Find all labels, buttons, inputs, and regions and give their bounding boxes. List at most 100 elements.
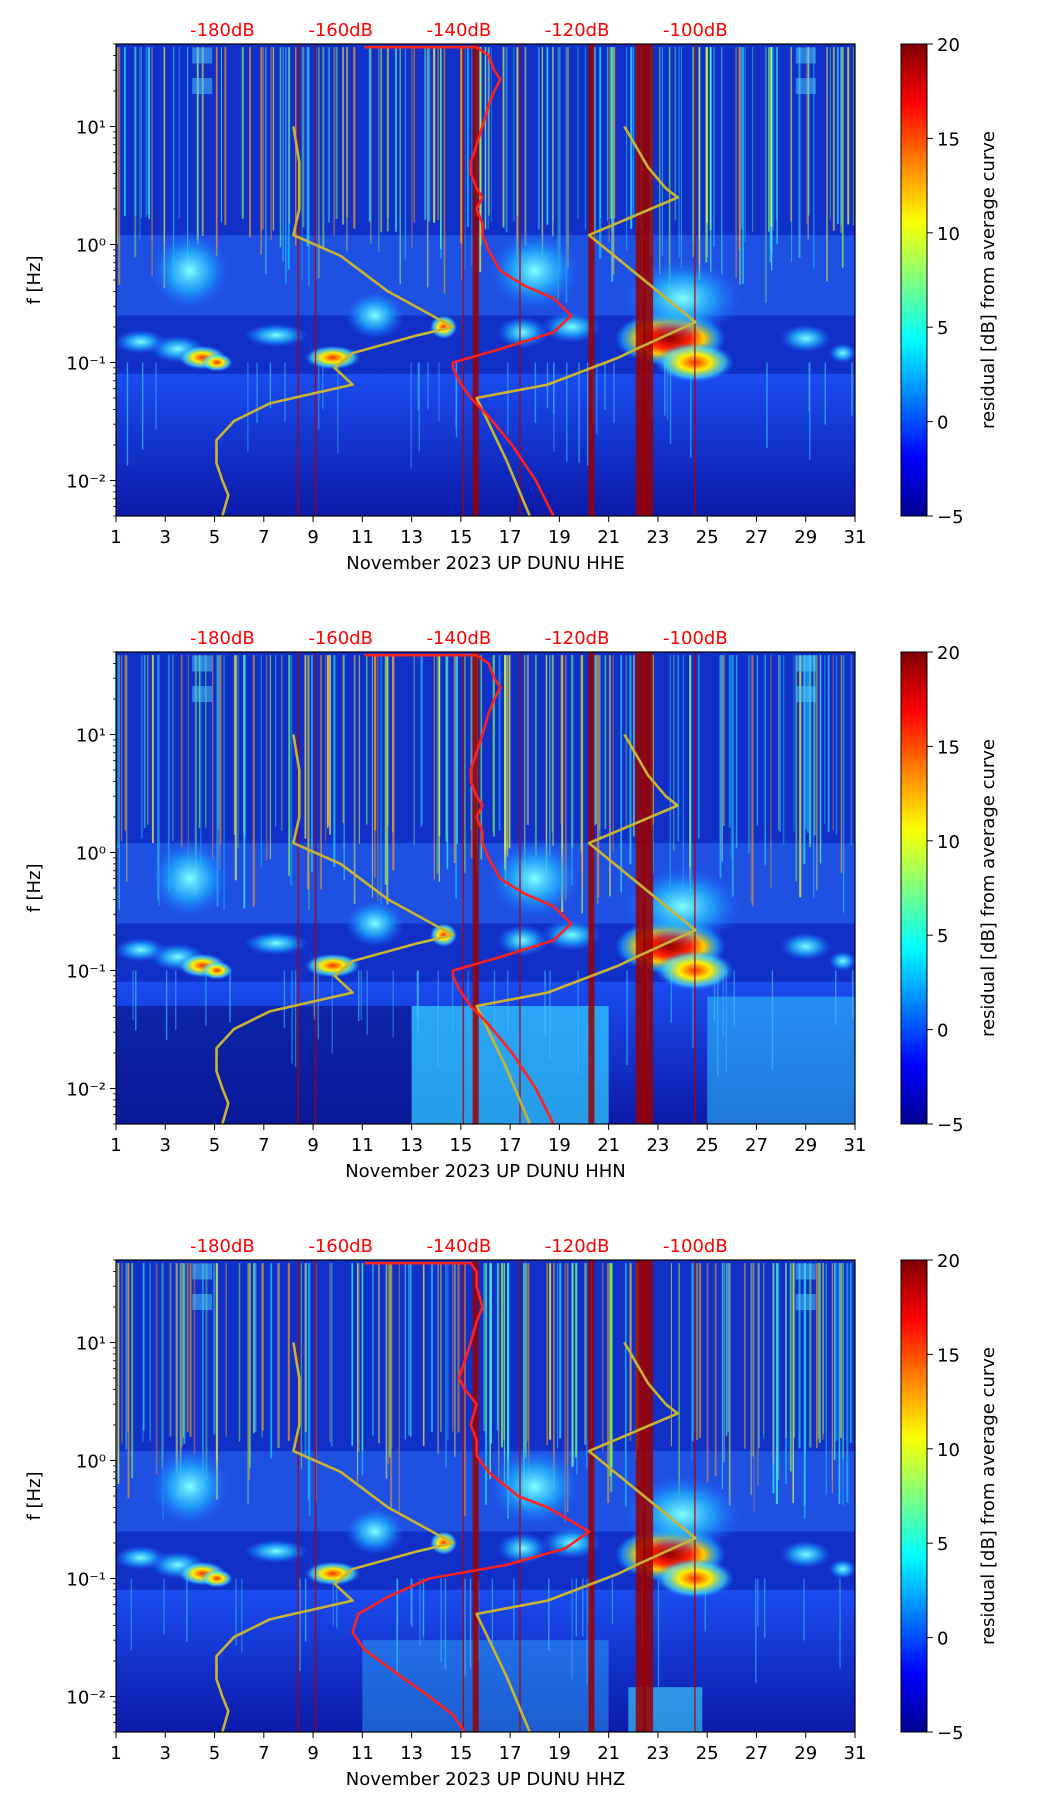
x-tick-label: 27: [745, 1135, 768, 1156]
heatmap-blob: [779, 932, 832, 961]
heatmap-patch: [192, 78, 213, 95]
x-tick-label: 17: [499, 1743, 522, 1764]
vertical-event-band: [635, 44, 646, 516]
x-tick-label: 7: [258, 527, 269, 548]
top-axis-db-label: -120dB: [545, 20, 610, 41]
heatmap-blob: [488, 1446, 581, 1527]
x-tick-label: 27: [745, 1743, 768, 1764]
heatmap-blob: [244, 323, 309, 348]
y-tick-label: 10⁻²: [66, 1079, 106, 1100]
heatmap-blob: [200, 353, 233, 372]
x-tick-label: 19: [548, 1135, 571, 1156]
heatmap-blob: [828, 951, 855, 972]
top-axis-db-label: -120dB: [545, 1236, 610, 1257]
x-tick-label: 1: [110, 1743, 121, 1764]
top-axis-db-label: -180dB: [190, 20, 255, 41]
heatmap-blob: [496, 924, 549, 957]
x-tick-label: 9: [307, 1135, 318, 1156]
x-tick-label: 17: [499, 1135, 522, 1156]
heatmap-patch: [795, 655, 816, 672]
x-tick-label: 25: [696, 527, 719, 548]
heatmap-blob: [344, 899, 405, 948]
x-tick-label: 1: [110, 527, 121, 548]
heatmap-patch: [192, 1263, 213, 1280]
y-tick-label: 10¹: [76, 117, 106, 138]
x-tick-label: 29: [794, 527, 817, 548]
top-axis-db-label: -140dB: [427, 628, 492, 649]
colorbar-tick-label: −5: [937, 1723, 964, 1744]
noise-model-low-curve: [215, 734, 455, 1124]
y-axis-label: f [Hz]: [24, 863, 45, 912]
heatmap-patch: [192, 686, 213, 703]
colorbar-tick-label: −5: [937, 507, 964, 528]
top-axis-db-label: -160dB: [308, 20, 373, 41]
vertical-event-band: [635, 1260, 646, 1732]
noise-model-low-curve: [215, 1342, 455, 1732]
x-tick-label: 21: [597, 1743, 620, 1764]
colorbar-tick-label: 0: [937, 1021, 948, 1042]
x-tick-label: 13: [400, 527, 423, 548]
heatmap-blob: [344, 1507, 405, 1556]
top-axis-db-label: -100dB: [663, 20, 728, 41]
colorbar: [900, 1259, 928, 1733]
y-axis-label: f [Hz]: [24, 255, 45, 304]
top-axis-db-label: -100dB: [663, 628, 728, 649]
x-tick-label: 15: [449, 1135, 472, 1156]
heatmap-lowfreq-cyan: [707, 996, 855, 1124]
x-tick-label: 13: [400, 1135, 423, 1156]
colorbar-tick-label: 10: [937, 224, 960, 245]
heatmap-blob: [779, 1540, 832, 1569]
x-tick-label: 17: [499, 527, 522, 548]
noise-model-low-curve: [215, 126, 455, 516]
plot-area: [116, 1260, 855, 1732]
colorbar-tick-label: 15: [937, 1345, 960, 1366]
y-tick-label: 10⁻²: [66, 1687, 106, 1708]
heatmap-blob: [828, 1559, 855, 1580]
vertical-event-band: [643, 44, 654, 516]
colorbar: [900, 43, 928, 517]
heatmap-patch: [795, 1294, 816, 1311]
colorbar-tick-label: 10: [937, 832, 960, 853]
y-tick-label: 10⁰: [76, 843, 106, 864]
colorbar-label: residual [dB] from average curve: [978, 131, 999, 429]
vertical-event-band: [472, 1260, 479, 1732]
x-tick-label: 31: [844, 527, 867, 548]
colorbar-tick-label: 20: [937, 1251, 960, 1272]
heatmap-patch: [795, 1263, 816, 1280]
top-axis-db-label: -140dB: [427, 1236, 492, 1257]
top-axis-db-label: -100dB: [663, 1236, 728, 1257]
colorbar-tick-label: 5: [937, 926, 948, 947]
noise-model-high-curve: [475, 1341, 697, 1732]
heatmap-patch: [795, 47, 816, 64]
x-tick-label: 5: [209, 1135, 220, 1156]
vertical-event-band: [588, 1260, 595, 1732]
vertical-event-band: [472, 652, 479, 1124]
x-tick-label: 29: [794, 1135, 817, 1156]
heatmap-blob: [304, 345, 361, 370]
x-tick-label: 25: [696, 1135, 719, 1156]
vertical-event-band: [588, 44, 595, 516]
top-axis-db-label: -160dB: [308, 1236, 373, 1257]
heatmap-blob: [344, 291, 405, 340]
x-tick-label: 1: [110, 1135, 121, 1156]
x-tick-label: 5: [209, 1743, 220, 1764]
colorbar-label: residual [dB] from average curve: [978, 739, 999, 1037]
y-axis-label: f [Hz]: [24, 1471, 45, 1520]
x-tick-label: 21: [597, 1135, 620, 1156]
top-axis-db-label: -160dB: [308, 628, 373, 649]
colorbar-tick-label: 10: [937, 1440, 960, 1461]
vertical-event-band: [588, 652, 595, 1124]
heatmap-lowfreq-dark: [116, 1006, 412, 1124]
x-tick-label: 11: [351, 1135, 374, 1156]
heatmap-blob: [541, 310, 602, 343]
x-tick-label: 19: [548, 527, 571, 548]
vertical-event-band: [643, 1260, 654, 1732]
x-tick-label: 31: [844, 1743, 867, 1764]
heatmap-blob: [541, 918, 602, 951]
colorbar-tick-label: 20: [937, 35, 960, 56]
heatmap-blob: [488, 838, 581, 919]
heatmap-blob: [779, 324, 832, 353]
x-axis-label: November 2023 UP DUNU HHN: [345, 1161, 626, 1182]
x-tick-label: 21: [597, 527, 620, 548]
